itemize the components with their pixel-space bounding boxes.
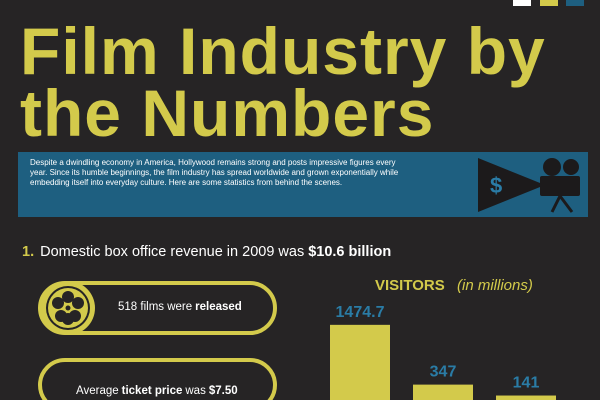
dollar-icon: $ bbox=[490, 173, 502, 198]
fact: Average ticket price was $7.50 bbox=[76, 385, 241, 397]
films-bold: released bbox=[195, 301, 242, 313]
fact: 518 films were released bbox=[118, 301, 245, 313]
camera-icon bbox=[540, 158, 580, 213]
film-reel-icon bbox=[41, 281, 95, 335]
ticket-bold: $7.50 bbox=[208, 385, 238, 397]
projector-beam bbox=[478, 158, 545, 212]
chart-title: VISITORS bbox=[375, 277, 445, 294]
title: the Numbers bbox=[20, 76, 435, 150]
value-label: 347 bbox=[430, 364, 457, 381]
frame bbox=[38, 358, 277, 400]
swatch bbox=[566, 0, 584, 6]
fact: 1. Domestic box office revenue in 2009 wa… bbox=[22, 244, 391, 260]
chart-subtitle: (in millions) bbox=[457, 277, 533, 294]
bar bbox=[413, 384, 473, 400]
frame bbox=[38, 281, 277, 335]
films-count: 518 bbox=[118, 301, 138, 313]
ticket-text: was bbox=[185, 385, 206, 397]
intro-text: Despite a dwindling economy in America, … bbox=[30, 158, 399, 187]
bar bbox=[330, 324, 390, 400]
bar bbox=[496, 395, 556, 400]
fact-text: Domestic box office revenue in 2009 was bbox=[40, 244, 305, 260]
value-label: 141 bbox=[513, 375, 540, 392]
swatch bbox=[540, 0, 558, 6]
ticket-bold: ticket price bbox=[121, 385, 183, 397]
swatch bbox=[513, 0, 531, 6]
fact-highlight: $10.6 billion bbox=[308, 244, 392, 260]
ticket-text: Average bbox=[76, 385, 119, 397]
films-text: films were bbox=[140, 301, 193, 313]
value-label: 1474.7 bbox=[336, 304, 385, 321]
title: Film Industry by bbox=[20, 14, 546, 88]
fact-number: 1. bbox=[22, 244, 35, 260]
